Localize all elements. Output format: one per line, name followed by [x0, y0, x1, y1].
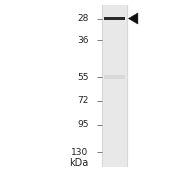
- Bar: [104, 17, 125, 20]
- Text: kDa: kDa: [69, 158, 88, 168]
- Bar: [104, 75, 125, 79]
- Text: 28: 28: [77, 14, 88, 23]
- Text: 72: 72: [77, 96, 88, 105]
- Text: 95: 95: [77, 120, 88, 129]
- Bar: [102, 5, 127, 167]
- Text: 130: 130: [71, 148, 88, 156]
- Polygon shape: [128, 13, 138, 24]
- Text: 55: 55: [77, 73, 88, 82]
- Text: 36: 36: [77, 36, 88, 45]
